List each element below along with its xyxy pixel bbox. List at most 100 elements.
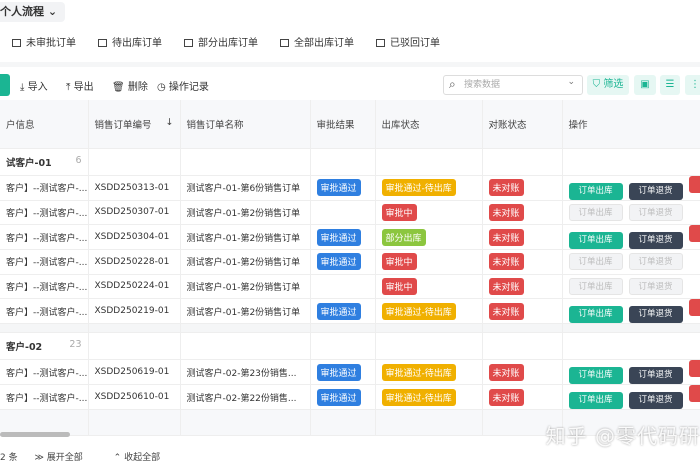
sort-icon[interactable]: ↓ [165, 116, 174, 128]
outbound-status-badge: 审批中 [381, 253, 417, 271]
order-number-cell: XSDD250610-01 [88, 384, 181, 410]
column-header[interactable]: 销售订单编号 ↓ [88, 100, 181, 149]
group-row[interactable]: 客户-02 23 [0, 332, 700, 360]
approval-badge: 审批通过 [316, 179, 361, 196]
column-header[interactable]: 操作 [562, 100, 700, 149]
filter-button[interactable]: ⛉ 筛选 [587, 75, 629, 95]
actions-cell: 订单出库 订单退货 [562, 200, 700, 225]
import-button[interactable]: ⤓ 导入 [20, 82, 48, 93]
order-outbound-button[interactable]: 订单出库 [568, 306, 623, 323]
order-outbound-button[interactable]: 订单出库 [568, 367, 623, 384]
order-number-cell: XSDD250304-01 [88, 224, 181, 250]
download-icon: ⤓ [20, 82, 25, 93]
customer-cell: 客户】--测试客户-... [0, 298, 89, 324]
actions-cell: 订单出库 订单退货 [562, 175, 700, 201]
filter-icon: ⛉ [592, 79, 601, 90]
customer-cell: 客户】--测试客户-... [0, 359, 89, 385]
order-outbound-button: 订单出库 [568, 277, 623, 295]
table-row[interactable]: 客户】--测试客户-... XSDD250307-01 测试客户-01-第2份销… [0, 200, 700, 225]
order-number-cell: XSDD250619-01 [88, 359, 181, 385]
table-row[interactable]: 客户】--测试客户-... XSDD250224-01 测试客户-01-第2份销… [0, 274, 700, 299]
order-outbound-button[interactable]: 订单出库 [568, 392, 623, 409]
order-return-button: 订单退货 [628, 277, 683, 295]
table-row[interactable]: 客户】--测试客户-... XSDD250228-01 测试客户-01-第2份销… [0, 249, 700, 275]
reconcile-status-badge: 未对账 [488, 277, 524, 295]
order-name-cell: 测试客户-02-第22份销售... [180, 384, 311, 410]
order-number-cell: XSDD250228-01 [88, 249, 181, 275]
tab-full-outbound[interactable]: 全部出库订单 [280, 34, 354, 54]
columns-icon[interactable]: ☰ [660, 75, 680, 95]
delete-button[interactable]: 🗑 删除 [112, 82, 148, 93]
column-header[interactable]: 销售订单名称 [180, 100, 311, 149]
order-number-cell: XSDD250224-01 [88, 274, 181, 299]
order-outbound-button[interactable]: 订单出库 [568, 232, 623, 249]
watermark: 知乎 @零代码研 [545, 424, 700, 448]
process-selector[interactable]: 个人流程 ⌄ [0, 2, 66, 22]
collapse-all-button[interactable]: ⌃ 收起全部 [113, 453, 161, 463]
order-return-button[interactable]: 订单退货 [628, 232, 683, 249]
order-return-button[interactable]: 订单退货 [628, 392, 683, 409]
reconcile-status-badge: 未对账 [488, 363, 524, 381]
more-action-button[interactable] [688, 225, 700, 242]
reconcile-status-badge: 未对账 [488, 302, 524, 320]
add-button[interactable] [0, 74, 10, 96]
tab-rejected[interactable]: 已驳回订单 [376, 34, 440, 54]
log-button[interactable]: ◷ 操作记录 [157, 82, 209, 93]
order-outbound-button: 订单出库 [568, 203, 623, 221]
tab-pending-outbound[interactable]: 待出库订单 [98, 34, 162, 54]
tab-unapproved[interactable]: 未审批订单 [12, 34, 76, 54]
order-name-cell: 测试客户-02-第23份销售... [180, 359, 311, 385]
table-row[interactable]: 客户】--测试客户-... XSDD250304-01 测试客户-01-第2份销… [0, 224, 700, 250]
more-action-button[interactable] [688, 360, 700, 377]
table-icon [376, 39, 385, 47]
column-header[interactable]: 出库状态 [375, 100, 483, 149]
approval-badge: 审批通过 [316, 228, 361, 246]
table-row[interactable]: 客户】--测试客户-... XSDD250619-01 测试客户-02-第23份… [0, 359, 700, 385]
order-outbound-button[interactable]: 订单出库 [568, 182, 623, 199]
more-action-button[interactable] [688, 175, 700, 193]
search-input[interactable]: 搜索数据 [443, 73, 583, 95]
horizontal-scrollbar[interactable] [0, 432, 70, 437]
column-header[interactable]: 对账状态 [482, 100, 563, 149]
customer-cell: 客户】--测试客户-... [0, 200, 89, 225]
note-icon[interactable]: ▣ [634, 75, 656, 95]
order-return-button[interactable]: 订单退货 [628, 306, 683, 323]
order-return-button[interactable]: 订单退货 [628, 367, 683, 384]
toolbar: ⤓ 导入 ⤒ 导出 🗑 删除 ◷ 操作记录 搜索数据 ⛉ 筛选 ▣ ☰ ⋮ [0, 73, 700, 96]
customer-cell: 客户】--测试客户-... [0, 224, 89, 250]
footer: 2 条 ≫ 展开全部 ⌃ 收起全部 [0, 450, 188, 463]
outbound-status-badge: 审批中 [381, 203, 417, 221]
table-icon [12, 39, 21, 47]
order-name-cell: 测试客户-01-第2份销售订单 [180, 224, 311, 250]
order-outbound-button: 订单出库 [568, 253, 623, 271]
approval-badge: 审批通过 [316, 363, 361, 381]
more-action-button[interactable] [688, 299, 700, 316]
expand-all-button[interactable]: ≫ 展开全部 [34, 453, 83, 463]
orders-table: 户信息 销售订单编号 ↓ 销售订单名称 审批结果 出库状态 对账状态 操作 试客户-01 6 客… [0, 100, 700, 436]
export-button[interactable]: ⤒ 导出 [66, 82, 94, 93]
order-return-button[interactable]: 订单退货 [628, 182, 683, 199]
order-number-cell: XSDD250307-01 [88, 200, 181, 225]
reconcile-status-badge: 未对账 [488, 253, 524, 271]
table-row[interactable]: 客户】--测试客户-... XSDD250610-01 测试客户-02-第22份… [0, 384, 700, 410]
reconcile-status-badge: 未对账 [488, 388, 524, 406]
group-row[interactable]: 试客户-01 6 [0, 148, 700, 176]
column-header[interactable]: 户信息 [0, 100, 89, 149]
column-header[interactable]: 审批结果 [310, 100, 376, 149]
order-name-cell: 测试客户-01-第6份销售订单 [180, 175, 311, 201]
customer-cell: 客户】--测试客户-... [0, 175, 89, 201]
record-count: 2 条 [0, 453, 18, 463]
table-row[interactable]: 客户】--测试客户-... XSDD250313-01 测试客户-01-第6份销… [0, 175, 700, 201]
order-name-cell: 测试客户-01-第2份销售订单 [180, 274, 311, 299]
table-row[interactable]: 客户】--测试客户-... XSDD250219-01 测试客户-01-第2份销… [0, 298, 700, 324]
table-icon [184, 39, 193, 47]
empty-row [0, 409, 700, 436]
order-number-cell: XSDD250313-01 [88, 175, 181, 201]
approval-badge: 审批通过 [316, 253, 361, 271]
outbound-status-badge: 审批通过-待出库 [381, 302, 456, 320]
more-action-button[interactable] [688, 385, 700, 402]
table-icon [280, 39, 289, 47]
group-icon[interactable]: ⋮ [685, 75, 700, 95]
tab-partial-outbound[interactable]: 部分出库订单 [184, 34, 258, 54]
actions-cell: 订单出库 订单退货 [562, 224, 700, 250]
